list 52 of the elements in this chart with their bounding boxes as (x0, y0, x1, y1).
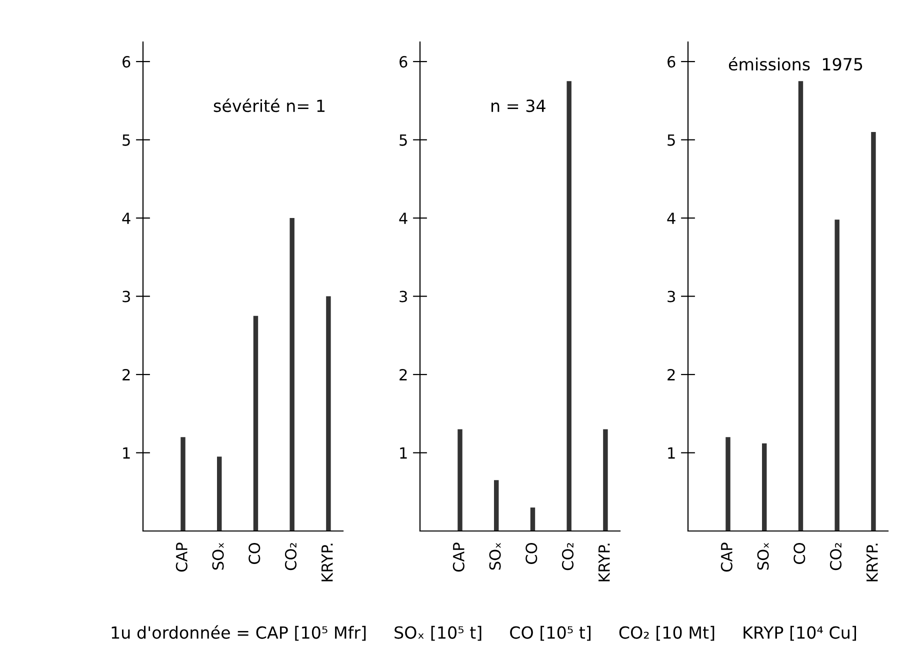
y-tick-label: 6 (400, 56, 408, 68)
bar (603, 429, 608, 531)
text: sévérité n= 1 (214, 98, 325, 112)
bar (217, 456, 222, 531)
x-tick-label: SOₓ (757, 542, 769, 570)
y-tick-label: 4 (667, 212, 676, 224)
bar (290, 218, 294, 531)
x-tick-label: SOₓ (212, 542, 224, 570)
y-tick-label: 1 (123, 447, 130, 459)
y-tick-label: 3 (400, 290, 407, 302)
y-tick-label: 5 (122, 134, 130, 146)
x-tick-label: KRYP. (866, 544, 878, 582)
y-tick-label: 2 (400, 368, 407, 380)
bar (566, 81, 572, 531)
x-tick-label: CAP (720, 542, 732, 572)
y-tick-label: 2 (122, 368, 130, 380)
bar (834, 220, 840, 531)
x-tick-label: CO₂ (284, 543, 297, 570)
y-tick-label: 4 (399, 212, 408, 224)
bar (253, 316, 258, 531)
y-tick-label: 3 (668, 290, 675, 302)
y-tick-label: 3 (122, 290, 130, 302)
bar (871, 132, 876, 531)
y-tick-label: 6 (668, 56, 676, 68)
y-tick-label: 5 (668, 134, 675, 146)
text: n = 34 (492, 100, 546, 112)
bar (530, 508, 536, 531)
x-tick-label: KRYP. (322, 544, 333, 582)
y-tick-label: 1 (400, 447, 407, 459)
y-tick-label: 5 (400, 134, 407, 146)
x-tick-label: CO₂ (830, 543, 842, 570)
x-tick-label: CO (248, 542, 260, 564)
bar (458, 429, 462, 531)
y-tick-label: 2 (668, 368, 675, 380)
bar (762, 443, 767, 531)
x-tick-label: CAP (176, 542, 188, 572)
x-tick-label: CO (526, 542, 538, 564)
bar (798, 81, 804, 531)
x-tick-label: SOₓ (489, 542, 501, 570)
x-tick-label: KRYP. (598, 544, 610, 582)
bar (180, 437, 186, 531)
x-tick-label: CO (794, 542, 806, 564)
y-tick-label: 4 (122, 212, 130, 224)
bar (494, 480, 499, 531)
text: 1u d'ordonnée = CAP [10⁵ Mfr] SOₓ [10⁵ t] CO [10⁵ t] CO₂ [10 Mt] KRYP [10⁴ Cu] (112, 625, 856, 641)
y-tick-label: 1 (668, 447, 675, 459)
bar (326, 296, 331, 531)
text: émissions 1975 (728, 56, 862, 71)
x-tick-label: CO₂ (562, 543, 574, 570)
y-tick-label: 6 (122, 56, 130, 68)
x-tick-label: CAP (452, 542, 464, 572)
bar (726, 437, 730, 531)
